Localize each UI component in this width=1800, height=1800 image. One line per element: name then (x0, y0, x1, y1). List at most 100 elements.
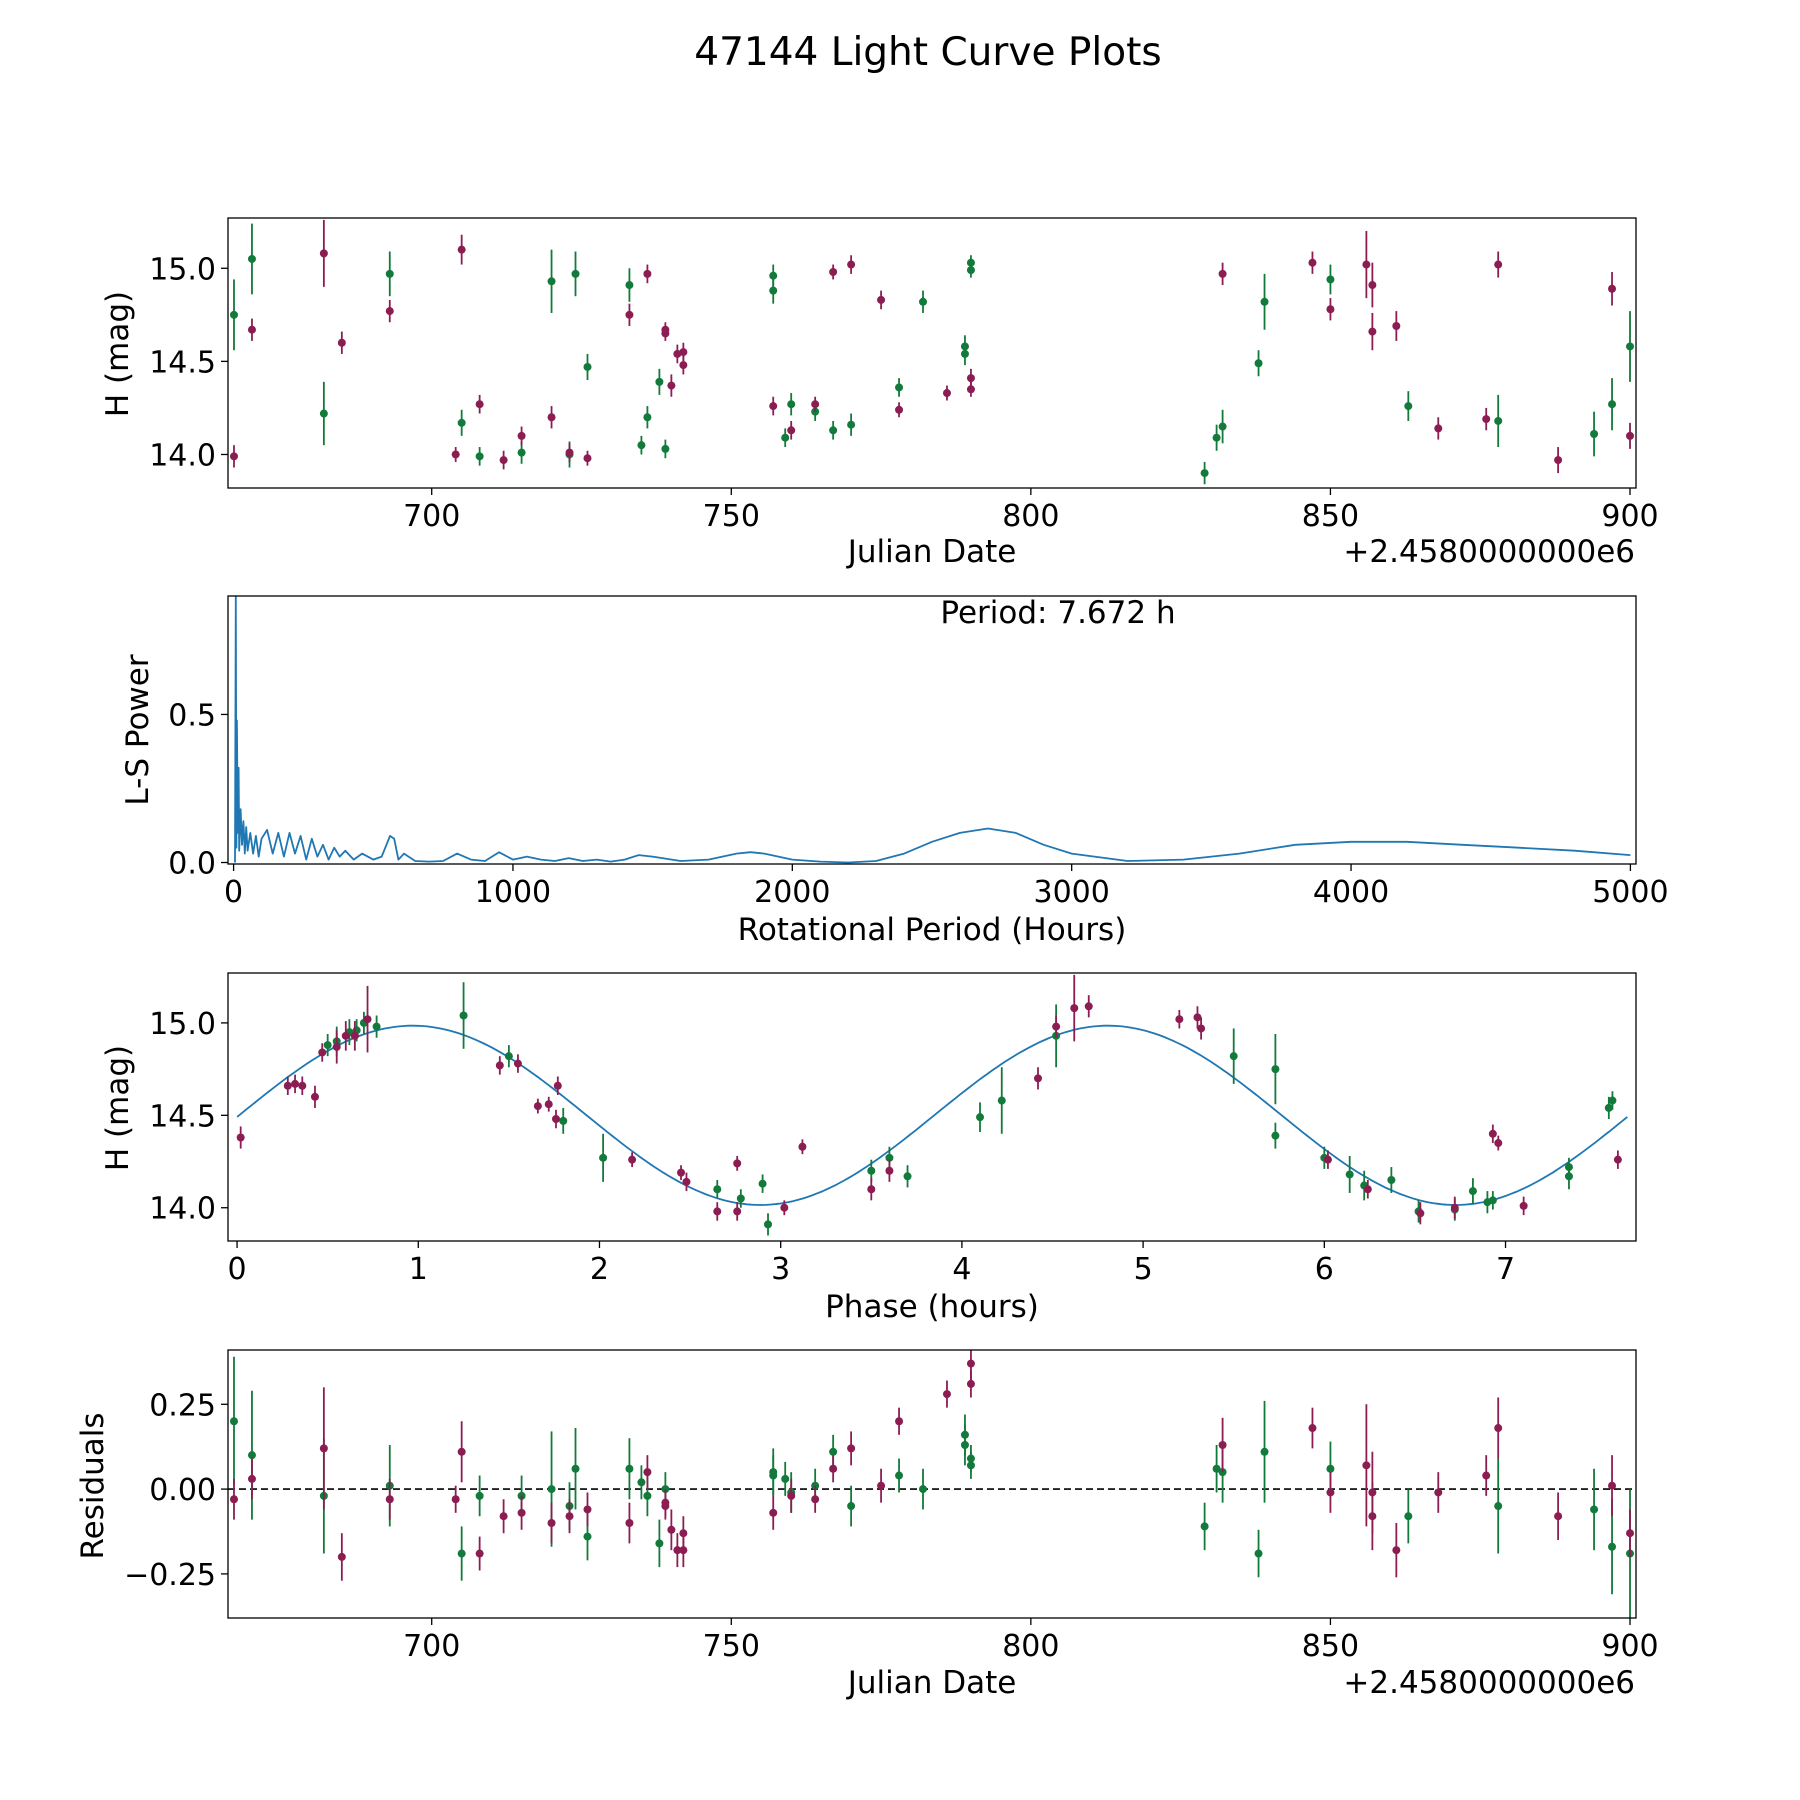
residuals-marker (1326, 1488, 1335, 1497)
residuals-marker (829, 1447, 838, 1456)
lightcurve-marker (1326, 275, 1335, 284)
phased-marker (1363, 1185, 1372, 1194)
phased-marker (1604, 1103, 1613, 1112)
lightcurve-point-filter_b (229, 445, 238, 468)
lightcurve-point-filter_b (583, 450, 592, 466)
lightcurve-marker (1218, 269, 1227, 278)
lightcurve-marker (1554, 456, 1563, 465)
residuals-marker (1200, 1522, 1209, 1531)
lightcurve-point-filter_a (1212, 424, 1221, 451)
residuals-marker (1326, 1464, 1335, 1473)
periodogram-frame (227, 595, 1637, 865)
residuals-point-filter_b (1362, 1404, 1371, 1527)
phased-point-filter_b (1070, 974, 1079, 1042)
residuals-point-filter_a (919, 1468, 928, 1510)
phased-marker (599, 1153, 608, 1162)
residuals-marker (829, 1464, 838, 1473)
lightcurve-ylabel: H (mag) (100, 291, 136, 417)
residuals-plot-area (228, 1350, 1636, 1618)
lightcurve-point-filter_a (895, 378, 904, 397)
lightcurve-marker (385, 269, 394, 278)
residuals-point-filter_b (942, 1380, 951, 1408)
residuals-marker (583, 1532, 592, 1541)
lightcurve-point-filter_b (517, 426, 526, 446)
lightcurve-marker (667, 381, 676, 390)
lightcurve-point-filter_b (1482, 407, 1491, 431)
phased-marker (551, 1115, 560, 1124)
phased-marker (1416, 1209, 1425, 1218)
residuals-point-filter_a (1260, 1400, 1269, 1503)
lightcurve-point-filter_a (229, 279, 238, 351)
residuals-point-filter_a (1254, 1529, 1263, 1578)
lightcurve-point-filter_b (829, 264, 838, 280)
lightcurve-point-filter_a (1590, 411, 1599, 457)
residuals-marker (547, 1519, 556, 1528)
residuals-marker (877, 1481, 886, 1490)
lightcurve-marker (1626, 342, 1635, 351)
phased-point-filter_b (332, 1030, 341, 1064)
lightcurve-marker (1434, 424, 1443, 433)
phased-marker (1070, 1004, 1079, 1013)
residuals-panel: Julian Date +2.4580000000e6 Residuals 70… (75, 1349, 1659, 1701)
phased-marker (1494, 1139, 1503, 1148)
residuals-point-filter_b (811, 1485, 820, 1513)
phased-point-filter_b (1363, 1180, 1372, 1199)
phased-point-filter_b (553, 1076, 562, 1095)
phased-point-filter_b (677, 1165, 686, 1181)
phased-point-filter_b (885, 1159, 894, 1182)
phased-marker (764, 1220, 773, 1229)
lightcurve-marker (1482, 415, 1491, 424)
phased-marker (1193, 1013, 1202, 1022)
residuals-ytick-label: 0.00 (149, 1473, 216, 1508)
lightcurve-marker (769, 286, 778, 295)
lightcurve-point-filter_b (499, 450, 508, 470)
lightcurve-marker (583, 454, 592, 463)
phased-marker (1229, 1052, 1238, 1061)
periodogram-plot-area (234, 596, 1631, 864)
lightcurve-marker (517, 448, 526, 457)
lightcurve-point-filter_b (475, 394, 484, 414)
phased-point-filter_a (1608, 1091, 1617, 1110)
lightcurve-marker (643, 413, 652, 422)
lightcurve-point-filter_a (1608, 378, 1617, 431)
phased-marker (553, 1081, 562, 1090)
residuals-point-filter_a (475, 1475, 484, 1517)
phased-point-filter_a (1229, 1028, 1238, 1084)
residuals-marker (679, 1529, 688, 1538)
residuals-point-filter_b (229, 1478, 238, 1520)
lightcurve-marker (661, 325, 670, 334)
residuals-point-filter_b (547, 1502, 556, 1544)
lightcurve-marker (829, 426, 838, 435)
lightcurve-marker (475, 452, 484, 461)
phased-marker (298, 1081, 307, 1090)
phased-point-filter_a (599, 1133, 608, 1182)
phased-marker (459, 1011, 468, 1020)
phased-point-filter_b (1084, 995, 1093, 1018)
residuals-point-filter_b (565, 1499, 574, 1534)
phased-marker (713, 1207, 722, 1216)
phased-point-filter_b (867, 1178, 876, 1201)
phased-point-filter_a (764, 1213, 773, 1236)
residuals-point-filter_b (385, 1478, 394, 1520)
residuals-point-filter_b (499, 1499, 508, 1534)
residuals-point-filter_b (1494, 1397, 1503, 1459)
residuals-marker (1494, 1424, 1503, 1433)
lightcurve-point-filter_b (319, 219, 328, 287)
lightcurve-point-filter_a (637, 435, 646, 455)
phased-point-filter_b (513, 1054, 522, 1073)
phased-point-filter_b (1323, 1150, 1332, 1169)
lightcurve-point-filter_b (565, 443, 574, 462)
phased-xtick-label: 5 (1134, 1252, 1153, 1287)
residuals-marker (1482, 1471, 1491, 1480)
residuals-point-filter_a (571, 1428, 580, 1510)
lightcurve-marker (475, 400, 484, 409)
periodogram-ytick-label: 0.5 (168, 698, 216, 733)
phased-xtick-label: 7 (1496, 1252, 1515, 1287)
figure-title: 47144 Light Curve Plots (694, 30, 1161, 75)
lightcurve-marker (1200, 469, 1209, 478)
lightcurve-point-filter_b (787, 420, 796, 440)
residuals-xtick-label: 800 (1002, 1629, 1059, 1664)
residuals-marker (1608, 1481, 1617, 1490)
residuals-frame (227, 1349, 1637, 1619)
residuals-marker (769, 1508, 778, 1517)
